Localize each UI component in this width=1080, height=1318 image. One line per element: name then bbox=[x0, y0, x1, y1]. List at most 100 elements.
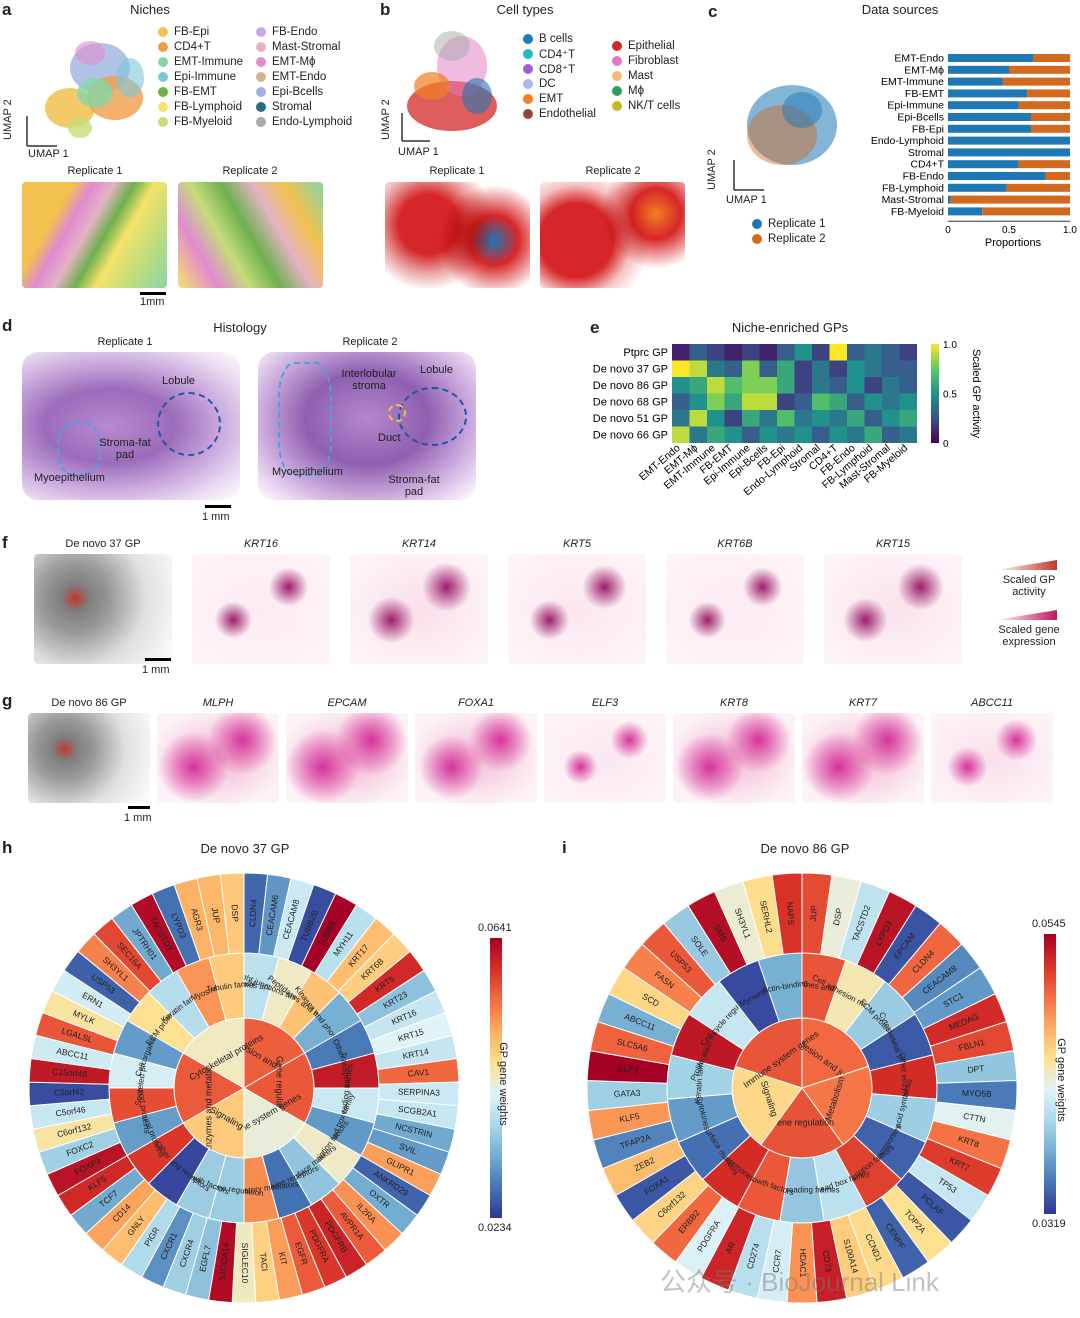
heatmap-cell bbox=[672, 393, 690, 410]
legend-dot-icon bbox=[158, 71, 168, 82]
gene-title: EPCAM bbox=[327, 697, 367, 709]
legend-dot-icon bbox=[523, 78, 533, 89]
bar-category-label: CD4+T bbox=[910, 159, 944, 171]
heatmap-cell bbox=[812, 426, 830, 443]
legend-item: Endo-Lymphoid bbox=[256, 114, 366, 129]
panel-i-colorbar-min: 0.0319 bbox=[1032, 1218, 1066, 1230]
panel-c-legend: Replicate 1 Replicate 2 bbox=[752, 216, 826, 246]
watermark: 公众号 · BioJournal Link bbox=[660, 1267, 939, 1297]
heatmap-cell bbox=[672, 360, 690, 377]
label-interlobular-stroma: Interlobular stroma bbox=[341, 368, 397, 392]
label-duct: Duct bbox=[378, 432, 401, 444]
panel-d-histology-replicate2 bbox=[258, 352, 476, 500]
heatmap-cell bbox=[689, 410, 707, 427]
panel-d-histology-replicate1 bbox=[22, 352, 240, 500]
legend-dot-icon bbox=[256, 41, 266, 52]
heatmap-cell bbox=[794, 426, 812, 443]
x-tick-label: 1.0 bbox=[1063, 225, 1077, 236]
legend-item: Stromal bbox=[256, 99, 366, 114]
heatmap-cell bbox=[812, 393, 830, 410]
spatial-tile bbox=[508, 554, 646, 664]
sunburst-outer-segment bbox=[771, 872, 803, 955]
heatmap-cell bbox=[794, 393, 812, 410]
heatmap-cell bbox=[882, 393, 900, 410]
legend-item: FB-Lymphoid bbox=[158, 99, 258, 114]
gene-title: KRT6B bbox=[717, 538, 753, 550]
heatmap-cell bbox=[707, 360, 725, 377]
heatmap-cell bbox=[829, 377, 847, 394]
legend-item: Fibroblast bbox=[612, 53, 702, 68]
legend-dot-icon bbox=[612, 70, 622, 81]
panel-c-label: c bbox=[708, 2, 718, 21]
label-myoepithelium-r2: Myoepithelium bbox=[272, 466, 343, 478]
gene-title: MLPH bbox=[202, 697, 234, 709]
gene-title: KRT16 bbox=[243, 538, 279, 550]
heatmap-cell bbox=[794, 377, 812, 394]
legend-item: B cells bbox=[523, 31, 613, 46]
panel-b-legend-col2: Epithelial Fibroblast Mast Mϕ NK/T cells bbox=[612, 38, 702, 113]
sunburst-label: Gene regulation bbox=[770, 1117, 834, 1127]
panel-a-axis-y: UMAP 2 bbox=[2, 99, 14, 140]
sunburst-label: KLF5 bbox=[619, 1111, 641, 1124]
legend-item: FB-EMT bbox=[158, 84, 258, 99]
heatmap-cell bbox=[707, 377, 725, 394]
lobule-outline bbox=[157, 392, 221, 456]
bar-replicate2 bbox=[1045, 172, 1070, 180]
heatmap-cell bbox=[672, 344, 690, 361]
myoepithelium-outline bbox=[57, 422, 101, 476]
panel-a-spatial-replicate2 bbox=[178, 182, 323, 288]
heatmap-cell bbox=[689, 360, 707, 377]
heatmap-cell bbox=[882, 377, 900, 394]
heatmap-cell bbox=[672, 410, 690, 427]
heatmap-cell bbox=[707, 426, 725, 443]
sunburst-label: DSP bbox=[230, 904, 241, 922]
panel-a-axis-x: UMAP 1 bbox=[28, 148, 69, 160]
heatmap-cell bbox=[777, 377, 795, 394]
heatmap-cell bbox=[759, 377, 777, 394]
panel-d-title: Histology bbox=[213, 320, 267, 335]
heatmap-cell bbox=[777, 360, 795, 377]
bar-category-label: FB-EMT bbox=[905, 88, 945, 100]
sunburst-label: C2orf42 bbox=[54, 1087, 85, 1098]
heatmap-cell bbox=[829, 360, 847, 377]
myoepithelium-outline bbox=[278, 362, 332, 476]
heatmap-cell bbox=[689, 393, 707, 410]
legend-dot-icon bbox=[158, 116, 168, 127]
gene-title: KRT7 bbox=[849, 697, 877, 709]
bar-category-label: EMT-Mϕ bbox=[904, 64, 944, 76]
panel-g-scale-label: 1 mm bbox=[124, 812, 152, 824]
panel-b-spatial-replicate1 bbox=[385, 182, 530, 288]
panel-i-colorbar bbox=[1044, 934, 1056, 1214]
scale-bar bbox=[205, 505, 231, 508]
sunburst-label: CTTN bbox=[962, 1111, 986, 1125]
panel-h-title: De novo 37 GP bbox=[200, 841, 290, 856]
bar-replicate1 bbox=[948, 101, 1019, 110]
panel-e-label: e bbox=[590, 318, 600, 337]
heatmap-cell bbox=[864, 344, 882, 361]
panel-h-colorbar-label: GP gene weights bbox=[497, 1042, 509, 1126]
sunburst-label: DSP bbox=[831, 907, 844, 926]
bar-category-label: FB-Myeloid bbox=[891, 206, 944, 218]
gene-title: De novo 37 GP bbox=[65, 538, 141, 550]
heatmap-cell bbox=[899, 393, 917, 410]
panel-b-legend-col1: B cells CD4⁺T CD8⁺T DC EMT Endothelial bbox=[523, 31, 613, 121]
gene-title: KRT8 bbox=[720, 697, 748, 709]
bar-replicate1 bbox=[948, 183, 1007, 192]
heatmap-cell bbox=[724, 360, 742, 377]
heatmap-cell bbox=[812, 360, 830, 377]
legend-dot-icon bbox=[158, 56, 168, 67]
legend-dot-icon bbox=[158, 41, 168, 52]
legend-item: DC bbox=[523, 76, 613, 91]
legend-item: EMT-Immune bbox=[158, 54, 258, 69]
sunburst-label: SERPINA3 bbox=[398, 1086, 441, 1097]
gene-title: ELF3 bbox=[591, 697, 619, 709]
heatmap-cell bbox=[707, 410, 725, 427]
scale-bar bbox=[145, 658, 171, 661]
legend-item: Mϕ bbox=[612, 83, 702, 98]
heatmap-cell bbox=[707, 393, 725, 410]
legend-item: FB-Myeloid bbox=[158, 114, 258, 129]
duct-outline bbox=[388, 404, 406, 422]
bar-replicate1 bbox=[948, 54, 1034, 62]
panel-f-label: f bbox=[2, 533, 8, 552]
bar-replicate1 bbox=[948, 136, 1070, 145]
